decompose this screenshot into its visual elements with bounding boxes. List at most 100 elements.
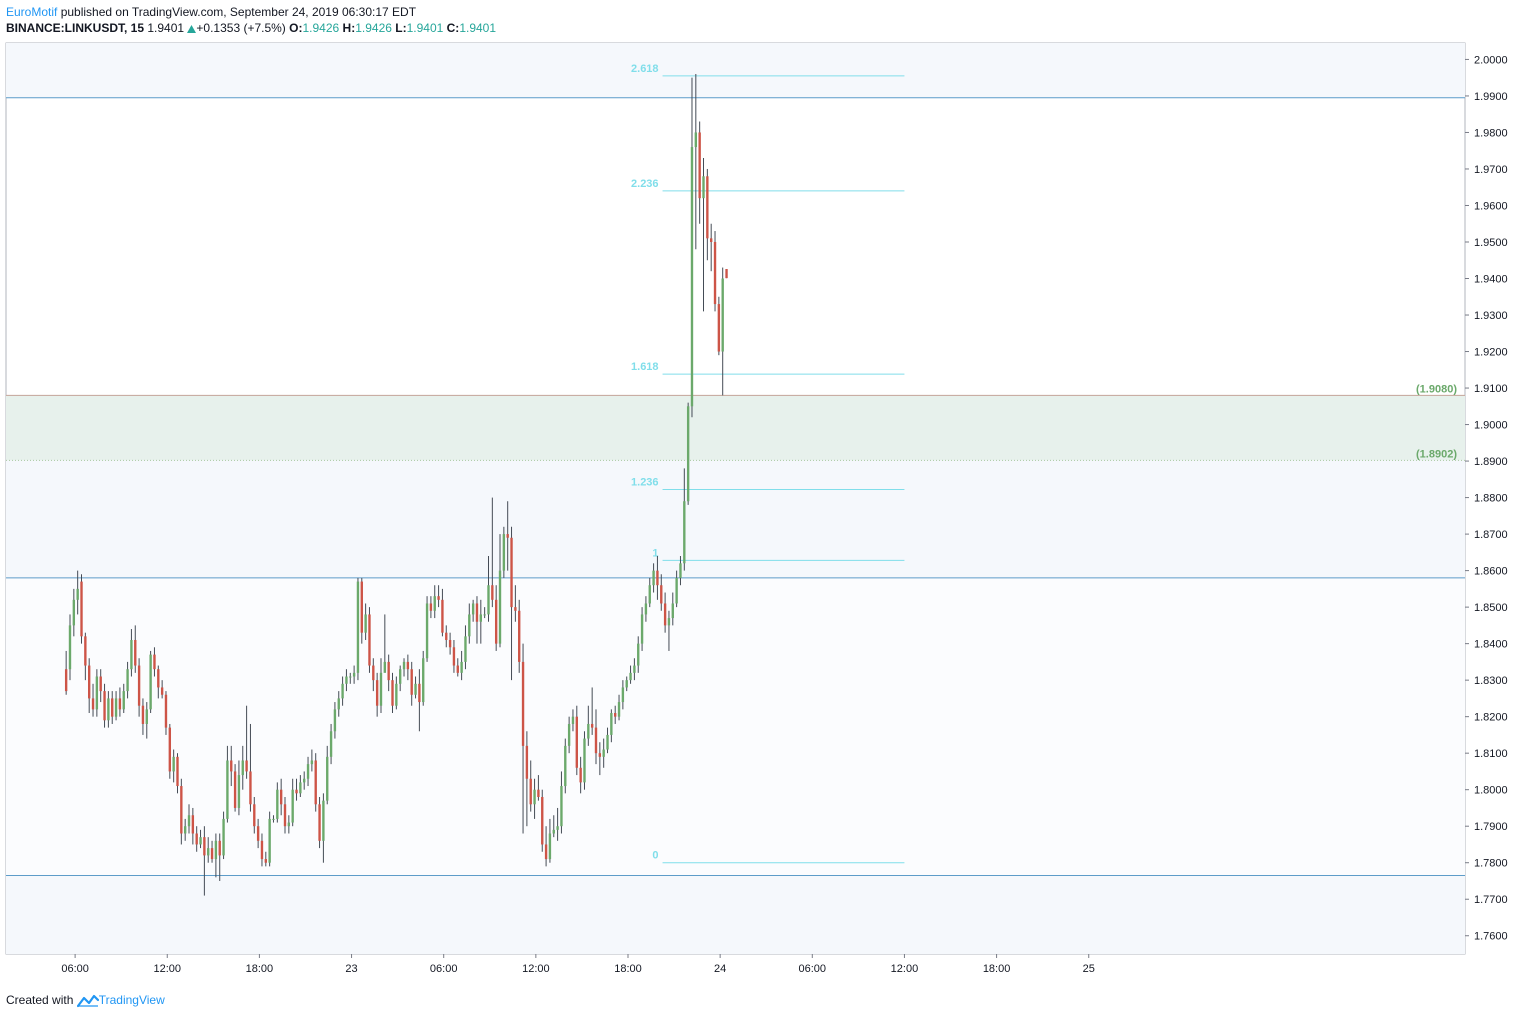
candle-body bbox=[214, 840, 218, 860]
price-tick-label: 1.8900 bbox=[1474, 456, 1508, 468]
publish-info: published on TradingView.com, September … bbox=[57, 5, 417, 19]
candle-body bbox=[107, 698, 110, 721]
candle-body bbox=[437, 596, 440, 600]
candle-body bbox=[360, 581, 363, 633]
candle-body bbox=[230, 760, 233, 772]
candle-body bbox=[356, 581, 360, 673]
close-label: C: bbox=[446, 21, 460, 35]
candle-body bbox=[663, 603, 667, 626]
candle-body bbox=[245, 760, 248, 772]
price-tick-label: 1.9000 bbox=[1474, 420, 1508, 432]
candle-body bbox=[203, 837, 206, 856]
candle-body bbox=[464, 636, 467, 662]
fib-extension: 2.618 2.236 1.618 1.236 1 0 bbox=[631, 63, 905, 864]
price-axis[interactable]: 2.0000 1.9900 1.9800 1.9700 1.9600 1.9500 1.94… bbox=[1465, 54, 1508, 943]
candle-body bbox=[383, 661, 387, 673]
candle-body bbox=[656, 570, 659, 586]
candle-body bbox=[145, 709, 148, 724]
candle-body bbox=[510, 537, 513, 608]
candle-body bbox=[498, 570, 502, 644]
candle-body bbox=[268, 818, 271, 863]
tradingview-logo-icon bbox=[76, 994, 99, 1007]
candle-body bbox=[483, 614, 486, 616]
candle-body bbox=[414, 683, 417, 695]
lower-band bbox=[6, 577, 1465, 876]
candle-body bbox=[349, 676, 352, 678]
price-tick-label: 1.9800 bbox=[1474, 127, 1508, 139]
candle-body bbox=[80, 581, 83, 637]
candle-body bbox=[226, 760, 229, 819]
candle-body bbox=[183, 826, 187, 834]
candle-body bbox=[479, 614, 483, 622]
candle-body bbox=[326, 756, 329, 801]
candle-body bbox=[68, 625, 72, 670]
candle-body bbox=[291, 789, 294, 823]
candle-body bbox=[222, 818, 225, 856]
candle-body bbox=[114, 698, 118, 717]
candle-body bbox=[314, 760, 317, 805]
candle-body bbox=[372, 665, 375, 681]
candle-body bbox=[249, 771, 252, 805]
candle-body bbox=[318, 804, 321, 841]
time-tick-label: 18:00 bbox=[614, 963, 642, 975]
candle-body bbox=[456, 665, 459, 673]
tradingview-brand[interactable]: TradingView bbox=[98, 993, 165, 1007]
time-tick-label: 23 bbox=[345, 963, 357, 975]
fib-level-label: 1.618 bbox=[631, 361, 659, 373]
candle-body bbox=[283, 804, 287, 827]
price-tick-label: 1.7800 bbox=[1474, 858, 1508, 870]
price-tick-label: 1.7600 bbox=[1474, 931, 1508, 943]
candle-body bbox=[567, 723, 571, 746]
candle-body bbox=[560, 786, 563, 827]
candle-body bbox=[471, 603, 475, 615]
candle-body bbox=[460, 661, 463, 673]
candle-body bbox=[683, 501, 686, 564]
candle-body bbox=[564, 745, 567, 787]
candle-body bbox=[525, 745, 529, 779]
candle-body bbox=[587, 723, 590, 739]
price-tick-label: 1.8400 bbox=[1474, 639, 1508, 651]
candle-body bbox=[364, 614, 367, 633]
candle-body bbox=[518, 610, 521, 662]
candle-body bbox=[345, 676, 348, 684]
up-arrow-icon bbox=[187, 25, 197, 33]
candle-body bbox=[537, 789, 540, 797]
candle-body bbox=[233, 771, 237, 808]
zone-top-label: (1.9080) bbox=[1416, 383, 1457, 395]
time-tick-label: 12:00 bbox=[522, 963, 550, 975]
low-value: 1.9401 bbox=[406, 21, 444, 35]
price-tick-label: 2.0000 bbox=[1474, 54, 1508, 66]
candle-body bbox=[310, 760, 314, 765]
price-tick-label: 1.9100 bbox=[1474, 383, 1508, 395]
candle-body bbox=[260, 840, 264, 860]
author-link[interactable]: EuroMotif bbox=[6, 5, 58, 19]
candle-body bbox=[667, 618, 671, 626]
candlestick-chart[interactable]: (1.9080)(1.8902) 2.6182.2361.6181.23610 … bbox=[0, 0, 1523, 990]
publish-line: EuroMotif published on TradingView.com, … bbox=[6, 4, 496, 20]
fib-level-label: 1 bbox=[652, 547, 658, 559]
candle-body bbox=[502, 534, 506, 571]
candle-body bbox=[475, 603, 479, 622]
time-axis[interactable]: 06:00 12:00 18:00 23 06:00 12:00 18:00 24 06:00 1… bbox=[61, 954, 1095, 975]
candle-body bbox=[541, 796, 544, 845]
candle-body bbox=[387, 661, 390, 681]
candle-body bbox=[295, 789, 298, 794]
candle-body bbox=[433, 596, 436, 611]
candle-body bbox=[441, 599, 444, 633]
open-value: 1.9426 bbox=[302, 21, 340, 35]
candle-body bbox=[99, 676, 102, 692]
price-tick-label: 1.8300 bbox=[1474, 675, 1508, 687]
candle-body bbox=[264, 859, 267, 863]
candle-body bbox=[640, 614, 644, 644]
candle-body bbox=[468, 614, 471, 637]
candle-body bbox=[176, 756, 179, 787]
bottom-band bbox=[6, 875, 1465, 954]
candle-body bbox=[76, 588, 79, 600]
candle-body bbox=[72, 599, 76, 626]
zone-bottom-label: (1.8902) bbox=[1416, 448, 1457, 460]
candle-body bbox=[709, 238, 713, 242]
background-bands bbox=[6, 43, 1465, 954]
candle-body bbox=[195, 833, 198, 845]
time-tick-label: 12:00 bbox=[891, 963, 919, 975]
candle-body bbox=[679, 563, 682, 578]
